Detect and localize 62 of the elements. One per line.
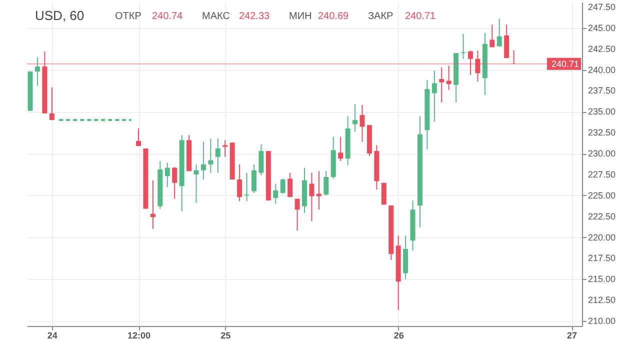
y-tick-label: 212.50 xyxy=(588,295,616,306)
candlestick xyxy=(258,144,264,176)
candlestick xyxy=(200,141,206,180)
candlestick xyxy=(324,170,329,196)
candlestick xyxy=(244,172,250,202)
candlestick xyxy=(280,178,286,194)
candlestick xyxy=(49,86,54,121)
candlestick xyxy=(273,183,278,204)
candlestick xyxy=(194,164,199,204)
x-tick-label: 12:00 xyxy=(127,330,151,340)
y-tick-label: 232.50 xyxy=(588,128,616,138)
y-tick-label: 220.00 xyxy=(588,232,616,242)
y-tick-label: 215.00 xyxy=(588,274,616,284)
ref-line-label: 240.71 xyxy=(551,58,579,69)
y-tick-label: 217.50 xyxy=(588,253,616,264)
y-tick-label: 235.00 xyxy=(588,106,616,117)
y-tick-label: 227.50 xyxy=(588,169,616,180)
candlestick xyxy=(475,50,480,82)
candlestick xyxy=(294,198,300,232)
x-tick-label: 24 xyxy=(47,330,58,340)
candlestick xyxy=(360,104,365,142)
candlestick xyxy=(222,140,228,158)
candlestick xyxy=(34,56,40,86)
candlestick xyxy=(504,24,510,59)
candlestick xyxy=(352,104,358,132)
chart-title: USD, 60 xyxy=(35,8,84,23)
y-tick-label: 230.00 xyxy=(588,148,616,159)
candlestick xyxy=(316,170,322,210)
y-tick-label: 222.50 xyxy=(588,211,616,222)
candlestick xyxy=(309,172,314,222)
candlestick xyxy=(215,138,220,174)
candlestick xyxy=(136,128,142,146)
candlestick xyxy=(432,70,437,122)
candlestick xyxy=(150,180,156,230)
candlestick xyxy=(237,164,242,202)
y-tick-label: 247.50 xyxy=(588,2,616,12)
candlestick xyxy=(172,166,178,200)
annotation: МИН 240.69 xyxy=(289,11,350,22)
candlestick xyxy=(251,164,256,194)
annotation: ЗАКР 240.71 xyxy=(368,11,436,22)
candlestick xyxy=(490,24,495,48)
candlestick xyxy=(439,66,444,103)
candlestick xyxy=(338,136,344,162)
annotation: МАКС 242.33 xyxy=(202,11,270,22)
candlestick xyxy=(446,65,452,90)
y-tick-label: 237.50 xyxy=(588,86,616,96)
candlestick xyxy=(164,162,170,188)
candlestick xyxy=(511,50,516,65)
annotation: ОТКР 240.74 xyxy=(115,11,184,22)
x-tick-label: 27 xyxy=(567,330,578,340)
y-tick-label: 240.00 xyxy=(588,64,616,75)
y-tick-label: 210.00 xyxy=(588,316,616,326)
candlestick xyxy=(496,18,502,47)
x-tick-label: 26 xyxy=(394,330,404,340)
candlestick xyxy=(288,172,293,198)
y-tick-label: 225.00 xyxy=(588,190,616,200)
candlestick xyxy=(468,50,473,76)
candlestick xyxy=(460,33,466,60)
x-tick-label: 25 xyxy=(220,330,231,340)
y-tick-label: 245.00 xyxy=(588,22,616,33)
candlestick xyxy=(208,138,214,174)
y-tick-label: 242.50 xyxy=(588,44,616,54)
